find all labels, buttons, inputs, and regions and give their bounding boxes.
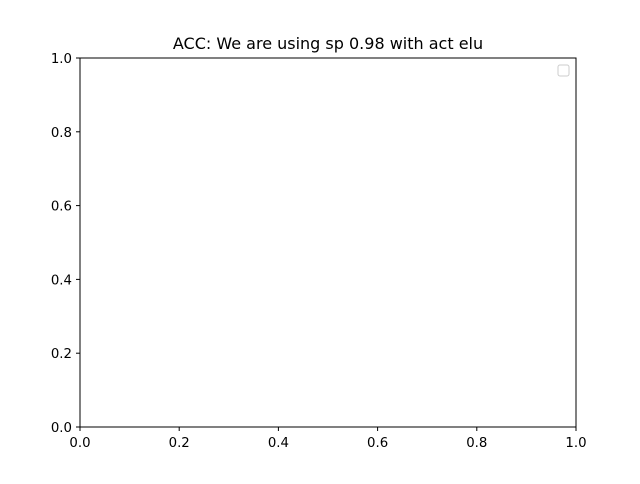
x-tick-label-5: 1.0 <box>565 436 586 451</box>
y-tick-label-3: 0.6 <box>51 200 72 215</box>
y-tick-label-0: 0.0 <box>51 421 72 436</box>
x-tick-label-4: 0.8 <box>466 436 487 451</box>
y-tick-label-1: 0.2 <box>51 347 72 362</box>
y-tick-label-5: 1.0 <box>51 52 72 67</box>
x-tick-label-0: 0.0 <box>69 436 90 451</box>
plot-area: 0.0 0.2 0.4 0.6 0.8 1.0 0.0 0.2 0.4 0.6 0.8 1.0 <box>51 52 587 451</box>
chart-title: ACC: We are using sp 0.98 with act elu <box>173 34 483 53</box>
x-tick-label-1: 0.2 <box>169 436 190 451</box>
y-tick-label-4: 0.8 <box>51 126 72 141</box>
legend-box <box>557 64 570 77</box>
x-tick-label-2: 0.4 <box>268 436 289 451</box>
axes-frame <box>79 57 577 428</box>
x-tick-label-3: 0.6 <box>367 436 388 451</box>
y-tick-label-2: 0.4 <box>51 273 72 288</box>
